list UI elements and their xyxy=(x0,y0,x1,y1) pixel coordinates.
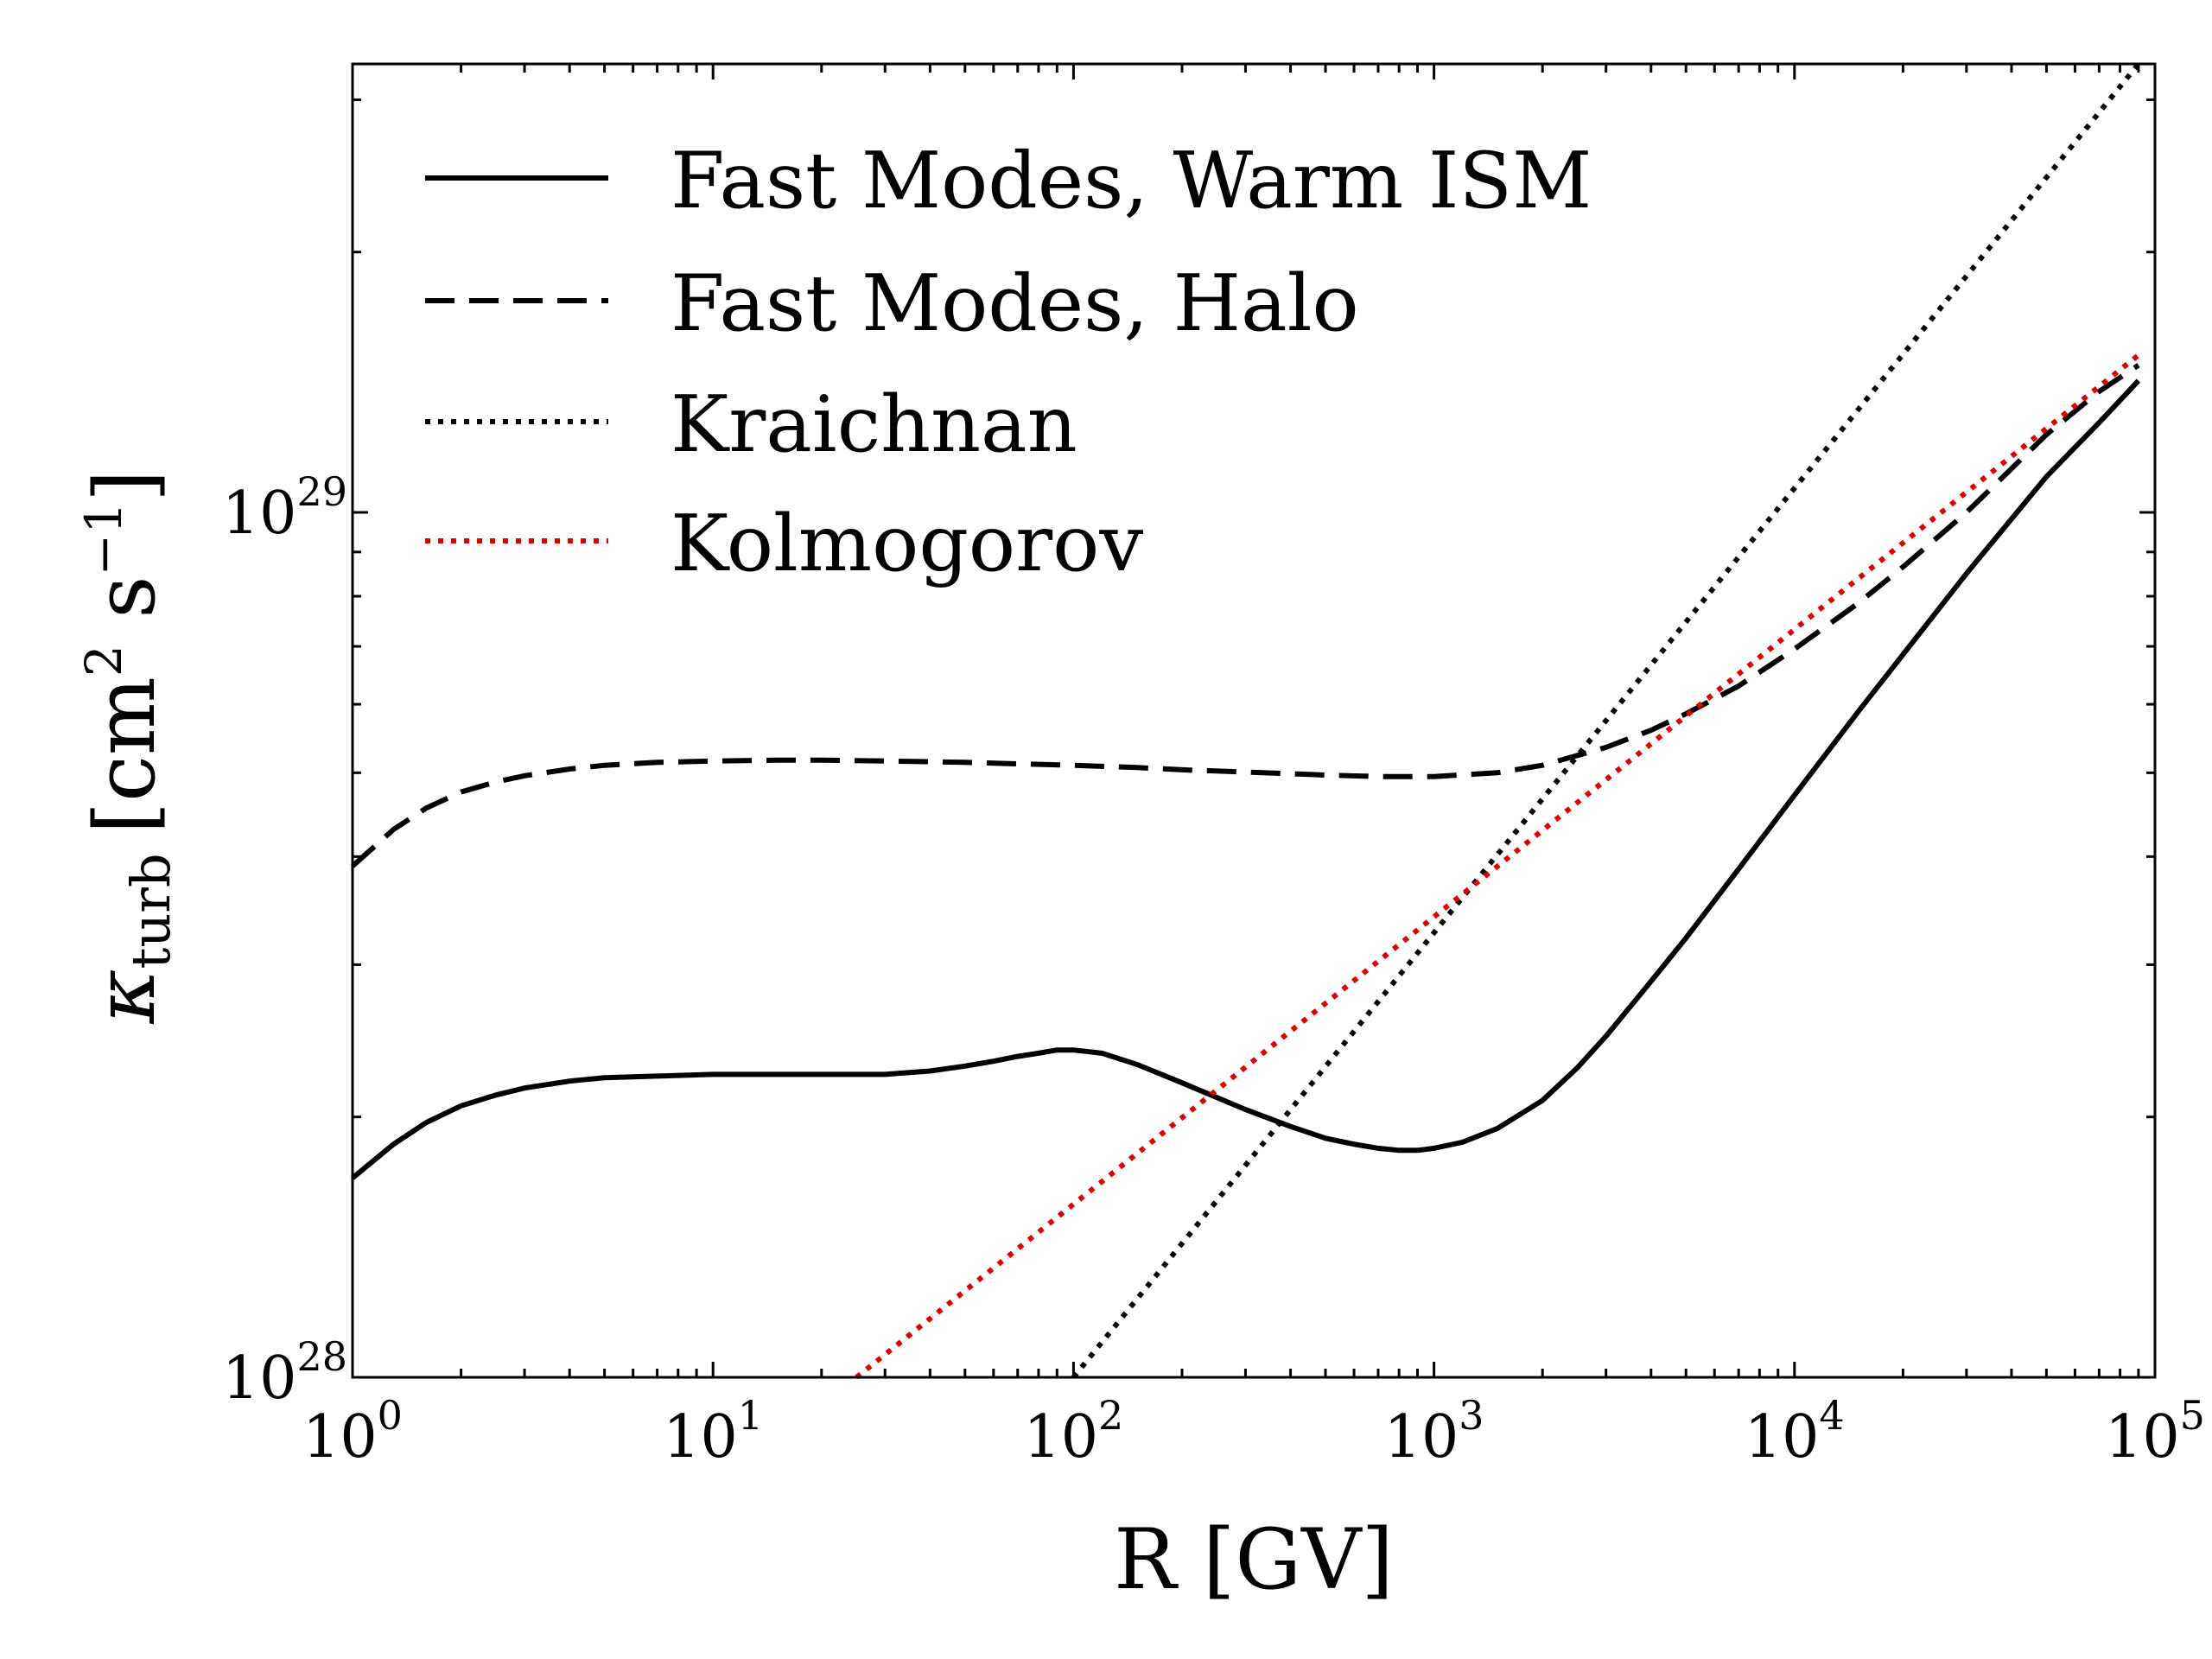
x-tick-label-2-exp: 2 xyxy=(1098,1392,1123,1439)
x-tick-label-4-exp: 4 xyxy=(1819,1392,1844,1439)
y-axis-subscript: turb xyxy=(119,853,182,969)
x-tick-label-0: 100 xyxy=(302,1392,403,1471)
legend: Fast Modes, Warm ISM Fast Modes, Halo Kr… xyxy=(425,136,1592,589)
x-tick-label-0-exp: 0 xyxy=(378,1392,403,1439)
legend-label-halo: Fast Modes, Halo xyxy=(671,258,1359,349)
y-tick-label-1-base: 10 xyxy=(222,480,297,548)
legend-label-kolmogorov: Kolmogorov xyxy=(671,499,1143,589)
x-tick-label-0-base: 10 xyxy=(302,1403,378,1471)
series-line-3 xyxy=(855,353,2140,1380)
y-tick-label-0-base: 10 xyxy=(222,1344,297,1413)
y-axis-units: [cm xyxy=(77,677,174,834)
x-axis-label: R [GV] xyxy=(1114,1511,1394,1608)
y-axis-units-exp2: −1 xyxy=(74,502,133,576)
x-tick-label-1-exp: 1 xyxy=(738,1392,763,1439)
series-line-0 xyxy=(351,378,2141,1180)
y-tick-label-0: 1028 xyxy=(222,1333,347,1413)
y-axis-symbol: κ xyxy=(77,969,174,1025)
legend-label-warm-ism: Fast Modes, Warm ISM xyxy=(671,136,1592,226)
y-axis-units-mid: s xyxy=(77,575,174,645)
x-tick-label-2: 102 xyxy=(1023,1392,1123,1471)
x-tick-label-4: 104 xyxy=(1745,1392,1845,1471)
x-tick-label-5: 105 xyxy=(2105,1392,2205,1471)
x-tick-label-4-base: 10 xyxy=(1745,1403,1820,1471)
y-axis-units-exp: 2 xyxy=(74,645,133,677)
x-tick-label-1-base: 10 xyxy=(663,1403,738,1471)
x-tick-label-5-exp: 5 xyxy=(2180,1392,2205,1439)
x-tick-label-2-base: 10 xyxy=(1023,1403,1098,1471)
legend-label-kraichnan: Kraichnan xyxy=(671,379,1077,470)
x-tick-label-3-base: 10 xyxy=(1384,1403,1459,1471)
y-tick-label-0-exp: 28 xyxy=(296,1333,347,1380)
x-tick-label-3: 103 xyxy=(1384,1392,1484,1471)
series-line-1 xyxy=(350,363,2140,868)
plot-frame xyxy=(351,62,2157,1379)
y-axis-label: κturb [cm2 s−1] xyxy=(74,469,182,1024)
x-tick-label-5-base: 10 xyxy=(2105,1403,2180,1471)
y-axis-units-end: ] xyxy=(77,469,174,501)
plot-series xyxy=(350,62,2141,1380)
y-tick-label-1: 1029 xyxy=(222,468,347,548)
y-tick-label-1-exp: 29 xyxy=(296,468,347,515)
x-tick-label-3-exp: 3 xyxy=(1459,1392,1484,1439)
series-line-2 xyxy=(1071,62,2141,1379)
x-tick-label-1: 101 xyxy=(663,1392,763,1471)
